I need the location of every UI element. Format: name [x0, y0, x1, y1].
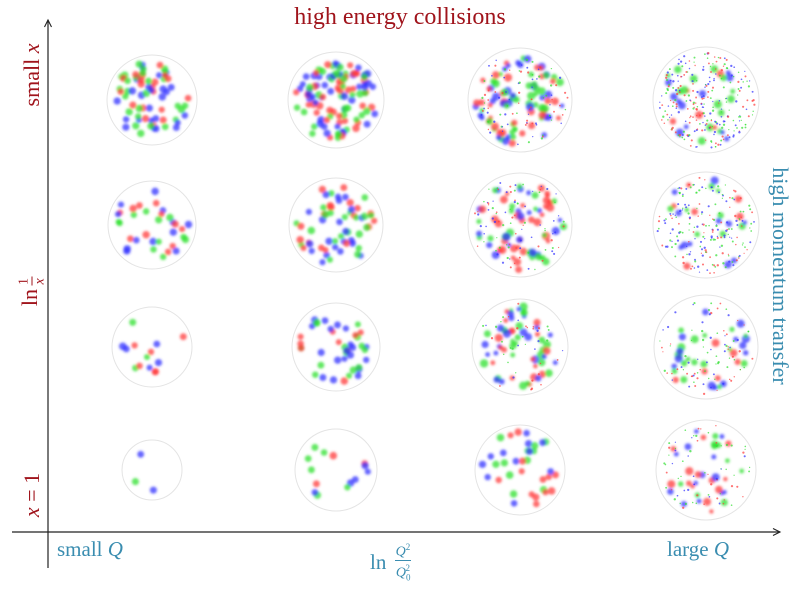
parton-disk [474, 424, 566, 516]
parton-disk [107, 180, 197, 270]
x-label-small-q: small Q [57, 537, 123, 561]
y-label-ln-one-over-x: ln 1 x [16, 276, 48, 307]
parton-disk [467, 172, 573, 278]
diagram-title: high energy collisions [294, 4, 506, 30]
parton-disk [287, 51, 385, 149]
parton-disk [653, 294, 759, 400]
parton-disk [471, 298, 569, 396]
parton-disk [111, 306, 193, 388]
parton-disk [652, 171, 760, 279]
parton-disk [291, 302, 381, 392]
x-axis-arrow-icon [772, 528, 782, 536]
parton-disk [294, 428, 378, 512]
parton-disk [106, 54, 198, 146]
parton-disks [106, 46, 760, 521]
x-label-ln-q2-over-q02: ln Q2 Q02 [370, 542, 412, 583]
y-label-x-equals-1: x = 1 [19, 472, 44, 518]
right-label-high-momentum-transfer: high momentum transfer [768, 167, 793, 385]
y-axis-arrow-icon [44, 18, 52, 28]
parton-disk [655, 419, 757, 521]
parton-disk [652, 46, 760, 154]
x-label-large-q: large Q [667, 537, 730, 561]
parton-disk [121, 439, 183, 501]
y-label-small-x: small x [19, 43, 44, 107]
parton-disk [467, 47, 573, 153]
parton-disk [288, 177, 384, 273]
